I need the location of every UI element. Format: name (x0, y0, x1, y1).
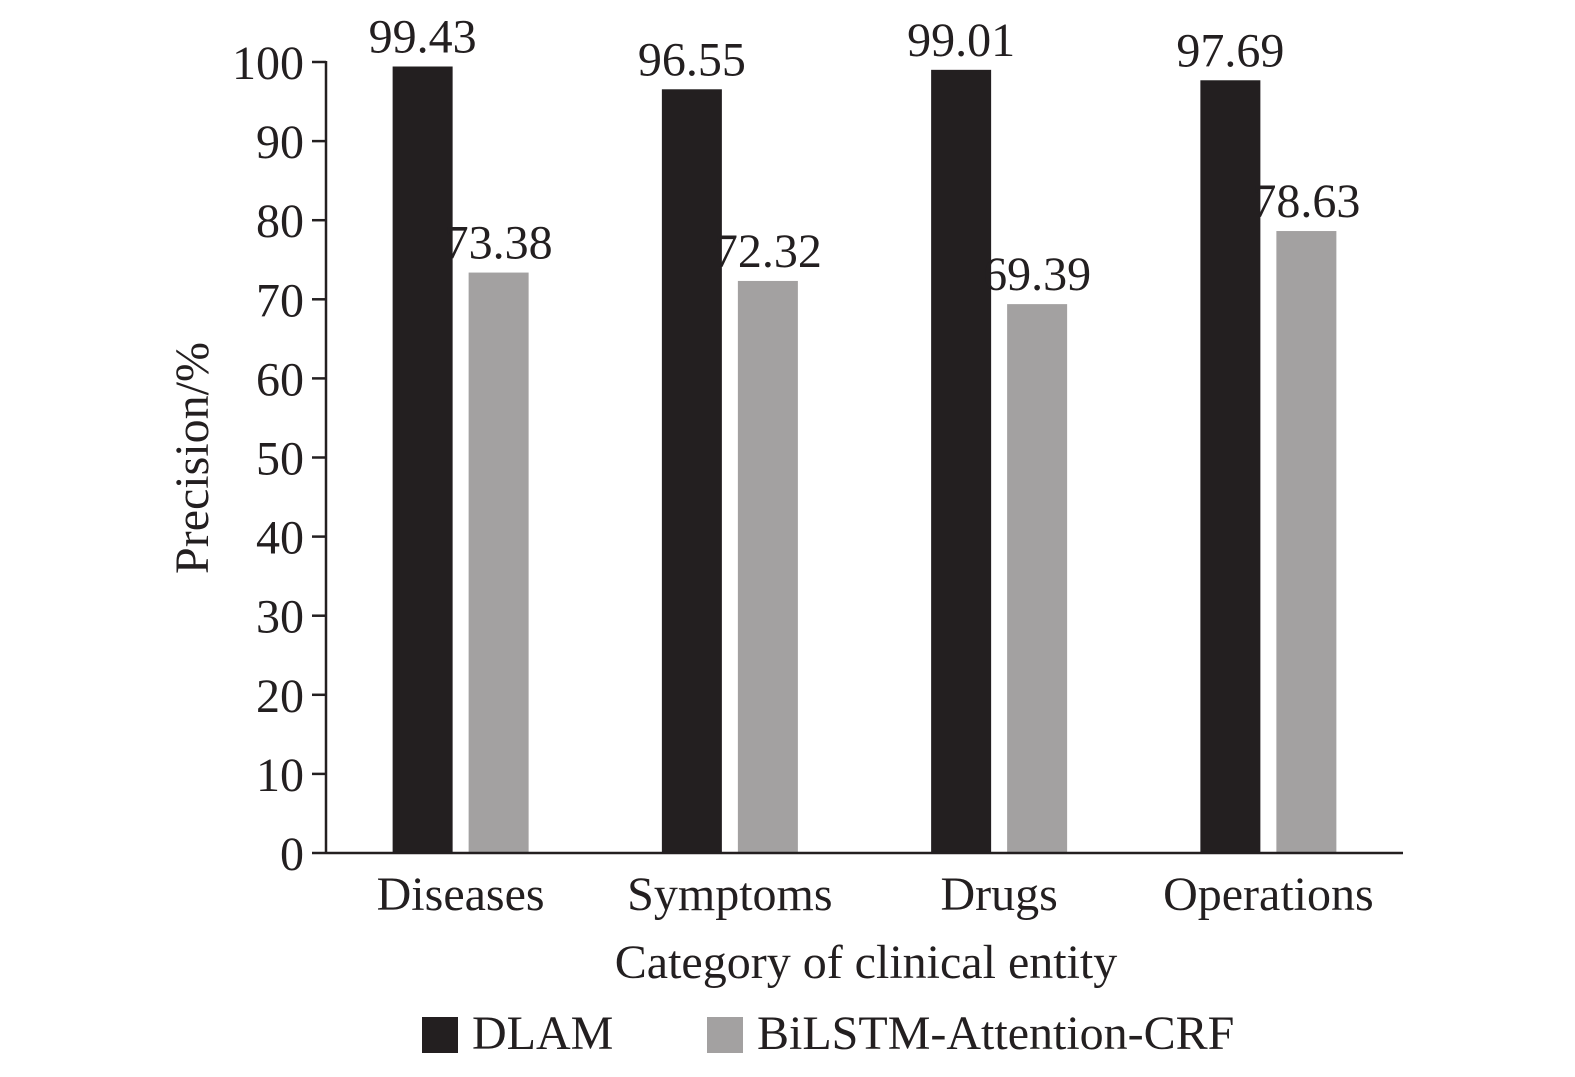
y-tick-label: 0 (280, 828, 304, 881)
y-tick-label: 100 (232, 37, 304, 90)
bar-dlam-diseases (392, 66, 453, 854)
bar-dlam-operations (1200, 80, 1261, 854)
x-tick-label: Operations (1163, 868, 1374, 921)
x-axis-category-labels: Diseases Symptoms Drugs Operations (377, 868, 1374, 921)
bar-dlam-drugs (931, 69, 992, 853)
y-tick-label: 10 (256, 749, 304, 802)
y-tick-label: 40 (256, 512, 304, 565)
y-tick-label: 70 (256, 274, 304, 327)
y-tick-label: 80 (256, 195, 304, 248)
x-tick-label: Diseases (377, 868, 545, 921)
bar-value-label: 69.39 (983, 248, 1091, 301)
y-tick-label: 90 (256, 116, 304, 169)
bar-value-label: 73.38 (445, 217, 553, 270)
bar-value-label: 78.63 (1252, 175, 1360, 228)
bar-bilstm-attention-crf-diseases (468, 272, 529, 853)
bar-value-label: 72.32 (714, 225, 822, 278)
bar-value-label: 99.43 (369, 11, 477, 64)
legend-swatch (422, 1017, 458, 1053)
y-tick-label: 50 (256, 433, 304, 486)
y-tick-label: 30 (256, 591, 304, 644)
legend-label: BiLSTM-Attention-CRF (757, 1007, 1234, 1060)
legend-swatch (707, 1017, 743, 1053)
bar-dlam-symptoms (661, 89, 722, 854)
bar-value-label: 97.69 (1176, 24, 1284, 77)
bar-bilstm-attention-crf-operations (1276, 231, 1337, 854)
bar-bilstm-attention-crf-drugs (1007, 304, 1068, 853)
x-tick-label: Drugs (940, 868, 1057, 921)
y-axis-label: Precision/% (166, 342, 219, 574)
y-tick-label: 20 (256, 670, 304, 723)
x-tick-label: Symptoms (627, 868, 832, 921)
x-axis-label: Category of clinical entity (615, 936, 1118, 989)
bar-value-label: 99.01 (907, 14, 1015, 67)
bar-value-label: 96.55 (638, 33, 746, 86)
bar-value-labels: 99.43 73.38 96.55 72.32 99.01 69.39 97.69 78.63 (369, 11, 1361, 302)
legend-label: DLAM (472, 1007, 613, 1060)
y-tick-label: 60 (256, 353, 304, 406)
bars (392, 66, 1337, 854)
bar-bilstm-attention-crf-symptoms (737, 280, 798, 853)
legend: DLAM BiLSTM-Attention-CRF (422, 1007, 1234, 1060)
y-axis-ticks: 0 10 20 30 40 50 60 70 80 90 100 (232, 37, 326, 881)
